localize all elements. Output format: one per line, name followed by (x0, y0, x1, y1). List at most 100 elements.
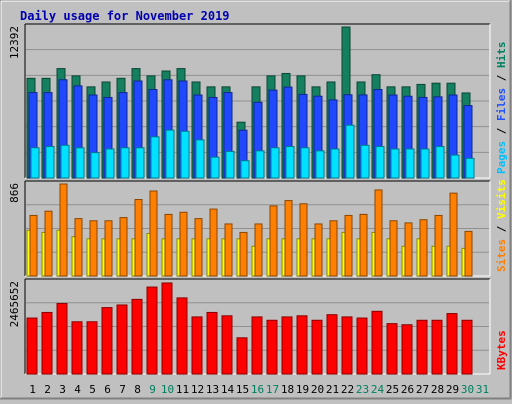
bar-kbytes-day-19 (296, 315, 308, 375)
bar-kbytes-day-15 (236, 337, 248, 375)
day-label-19: 19 (296, 383, 309, 396)
bar-pages-day-2 (45, 146, 55, 179)
legend-separator: / (495, 121, 508, 141)
bar-pages-day-26 (405, 148, 415, 179)
bar-pages-day-7 (120, 147, 130, 179)
bar-pages-day-11 (180, 130, 190, 179)
bar-pages-day-13 (210, 156, 220, 179)
day-label-2: 2 (44, 383, 51, 396)
day-label-16: 16 (251, 383, 264, 396)
bar-kbytes-day-20 (311, 319, 323, 375)
bar-sites-day-21 (329, 220, 338, 277)
bar-sites-day-10 (164, 213, 173, 277)
bar-kbytes-day-1 (26, 317, 38, 375)
bar-pages-day-12 (195, 139, 205, 179)
bar-pages-day-28 (435, 146, 445, 179)
bar-kbytes-day-4 (71, 321, 83, 375)
bar-sites-day-7 (119, 217, 128, 277)
bar-kbytes-day-22 (341, 316, 353, 375)
bar-pages-day-18 (285, 146, 295, 179)
day-label-5: 5 (89, 383, 96, 396)
series-sites (29, 183, 473, 277)
bar-kbytes-day-7 (116, 304, 128, 375)
day-label-27: 27 (416, 383, 429, 396)
series-pages (30, 124, 475, 179)
y-axis-max-label: 12392 (8, 26, 21, 59)
day-label-18: 18 (281, 383, 294, 396)
day-label-21: 21 (326, 383, 339, 396)
legend-entry-hits: Hits (495, 42, 508, 69)
bar-kbytes-day-8 (131, 298, 143, 375)
day-label-23: 23 (356, 383, 369, 396)
day-label-29: 29 (446, 383, 459, 396)
bar-sites-day-26 (404, 222, 413, 277)
panel-3: 2465652 KBytes (8, 278, 508, 375)
bar-sites-day-16 (254, 223, 263, 277)
bar-sites-day-28 (434, 214, 443, 277)
bar-pages-day-1 (30, 147, 40, 179)
bar-pages-day-5 (90, 152, 100, 179)
bar-sites-day-5 (89, 220, 98, 277)
day-label-31: 31 (476, 383, 489, 396)
bar-sites-day-15 (239, 231, 248, 277)
bar-pages-day-23 (360, 144, 370, 179)
bar-pages-day-17 (270, 147, 280, 179)
day-label-3: 3 (59, 383, 66, 396)
day-label-14: 14 (221, 383, 235, 396)
y-axis-max-label: 2465652 (8, 281, 21, 327)
day-label-4: 4 (74, 383, 81, 396)
legend-entry-kbytes: KBytes (495, 330, 508, 370)
day-label-20: 20 (311, 383, 324, 396)
bar-pages-day-3 (60, 144, 70, 179)
bar-kbytes-day-3 (56, 302, 68, 375)
day-label-17: 17 (266, 383, 279, 396)
day-label-15: 15 (236, 383, 249, 396)
bar-sites-day-9 (149, 190, 158, 277)
day-label-25: 25 (386, 383, 399, 396)
bar-kbytes-day-28 (431, 319, 443, 375)
bar-sites-day-30 (464, 230, 473, 277)
chart-title: Daily usage for November 2019 (20, 9, 230, 23)
bar-pages-day-14 (225, 150, 235, 179)
bar-pages-day-9 (150, 136, 160, 179)
bar-kbytes-day-11 (176, 297, 188, 375)
bar-kbytes-day-24 (371, 310, 383, 375)
bar-pages-day-15 (240, 160, 250, 179)
bar-pages-day-6 (105, 148, 115, 179)
bar-pages-day-30 (465, 157, 475, 179)
legend-entry-pages: Pages (495, 141, 508, 174)
bar-pages-day-8 (135, 147, 145, 179)
day-label-24: 24 (371, 383, 385, 396)
bar-sites-day-23 (359, 213, 368, 277)
bar-kbytes-day-30 (461, 319, 473, 375)
bar-kbytes-day-16 (251, 316, 263, 375)
day-label-8: 8 (134, 383, 141, 396)
bar-kbytes-day-10 (161, 282, 173, 375)
bar-sites-day-8 (134, 199, 143, 277)
legend-separator: / (495, 219, 508, 239)
day-label-7: 7 (119, 383, 126, 396)
bar-pages-day-16 (255, 150, 265, 179)
bar-sites-day-13 (209, 208, 218, 277)
bar-kbytes-day-13 (206, 311, 218, 375)
bar-sites-day-11 (179, 211, 188, 277)
bar-kbytes-day-6 (101, 307, 113, 375)
day-label-28: 28 (431, 383, 444, 396)
bar-sites-day-18 (284, 200, 293, 277)
bar-sites-day-22 (344, 214, 353, 277)
bar-kbytes-day-27 (416, 319, 428, 375)
bar-sites-day-17 (269, 205, 278, 277)
day-label-10: 10 (161, 383, 174, 396)
legend-entry-files: Files (495, 88, 508, 121)
bar-pages-day-10 (165, 129, 175, 179)
day-label-30: 30 (461, 383, 474, 396)
series-kbytes (26, 282, 473, 375)
bar-kbytes-day-14 (221, 315, 233, 375)
bar-pages-day-20 (315, 150, 325, 179)
bar-pages-day-27 (420, 148, 430, 179)
day-label-1: 1 (29, 383, 36, 396)
panel-2: 866 Sites / Visits (8, 179, 508, 277)
bar-sites-day-3 (59, 183, 68, 277)
bar-pages-day-19 (300, 147, 310, 179)
